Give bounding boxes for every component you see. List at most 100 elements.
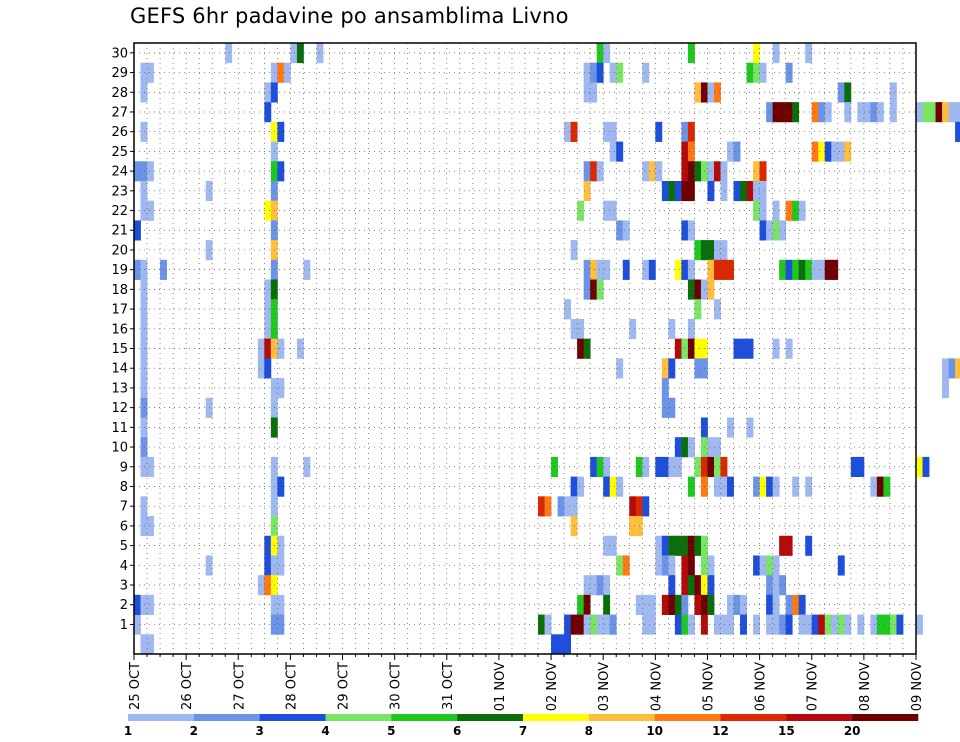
heatmap-cell <box>648 161 656 182</box>
heatmap-cell <box>603 456 611 478</box>
heatmap-cell <box>603 614 611 635</box>
heatmap-cell <box>805 259 813 280</box>
heatmap-cell <box>863 102 871 123</box>
y-tick-label: 24 <box>111 165 128 180</box>
x-tick-label: 05 NOV <box>701 662 716 711</box>
heatmap-cell <box>642 614 650 635</box>
heatmap-cells <box>134 43 960 655</box>
colorbar-swatch <box>128 714 195 721</box>
heatmap-cell <box>648 614 656 635</box>
heatmap-cell <box>687 43 695 64</box>
heatmap-cell <box>264 299 272 320</box>
colorbar-label: 20 <box>844 724 861 738</box>
heatmap-cell <box>916 102 923 123</box>
heatmap-cell <box>753 43 760 64</box>
heatmap-cell <box>140 180 148 202</box>
heatmap-cell <box>772 338 780 359</box>
y-tick-label: 8 <box>120 480 128 495</box>
heatmap-cell <box>140 259 148 280</box>
heatmap-cell <box>694 456 702 478</box>
heatmap-cell <box>674 180 682 202</box>
heatmap-cell <box>596 259 604 280</box>
heatmap-cell <box>687 141 695 162</box>
colorbar-swatch <box>523 714 590 721</box>
heatmap-cell <box>544 496 552 517</box>
heatmap-cell <box>694 279 702 300</box>
heatmap-cell <box>870 102 878 123</box>
x-tick-label: 25 OCT <box>128 662 143 710</box>
heatmap-cell <box>687 121 695 142</box>
heatmap-cell <box>147 456 154 478</box>
y-tick-label: 26 <box>111 125 128 140</box>
heatmap-cell <box>277 476 285 497</box>
y-tick-label: 16 <box>111 322 128 337</box>
x-tick-label: 08 NOV <box>858 662 873 711</box>
heatmap-cell <box>720 161 728 182</box>
chart-title: GEFS 6hr padavine po ansamblima Livno <box>130 4 569 28</box>
heatmap-cell <box>746 417 754 438</box>
heatmap-cell <box>740 338 747 359</box>
heatmap-cell <box>264 358 272 379</box>
x-axis: 25 OCT 26 OCT 27 OCT 28 OCT 29 OCT 30 OCT 31 O… <box>128 654 925 711</box>
y-tick-label: 10 <box>111 441 128 456</box>
x-tick-label: 01 NOV <box>493 662 508 711</box>
heatmap-cell <box>577 318 585 340</box>
heatmap-cell <box>655 456 663 478</box>
heatmap-cell <box>792 259 800 280</box>
heatmap-cell <box>707 575 715 596</box>
heatmap-cell <box>257 338 265 359</box>
colorbar-swatch <box>457 714 524 721</box>
heatmap-cell <box>596 43 604 64</box>
colorbar-label: 5 <box>387 724 395 738</box>
heatmap-cell <box>140 82 148 103</box>
heatmap-cell <box>811 102 819 123</box>
heatmap-cell <box>277 535 285 556</box>
heatmap-cell <box>707 456 715 478</box>
y-tick-label: 3 <box>120 579 128 594</box>
heatmap-cell <box>727 476 734 497</box>
y-tick-label: 28 <box>111 86 128 101</box>
heatmap-cell <box>733 594 741 615</box>
heatmap-cell <box>837 555 845 576</box>
heatmap-cell <box>713 82 721 103</box>
x-tick-label: 29 OCT <box>337 662 352 710</box>
x-tick-label: 02 NOV <box>545 662 560 711</box>
heatmap-cell <box>687 318 695 340</box>
heatmap-cell <box>303 259 311 280</box>
heatmap-cell <box>824 614 832 635</box>
heatmap-cell <box>538 496 545 517</box>
heatmap-cell <box>596 575 604 596</box>
heatmap-cell <box>140 397 148 418</box>
heatmap-cell <box>740 594 747 615</box>
heatmap-cell <box>746 62 754 83</box>
x-tick-label: 04 NOV <box>649 662 664 711</box>
heatmap-cell <box>609 121 617 142</box>
heatmap-cell <box>694 161 702 182</box>
heatmap-cell <box>792 476 800 497</box>
heatmap-cell <box>837 141 845 162</box>
heatmap-cell <box>590 161 598 182</box>
heatmap-cell <box>674 535 682 556</box>
heatmap-cell <box>603 575 611 596</box>
heatmap-cell <box>674 456 682 478</box>
heatmap-cell <box>609 614 617 635</box>
colorbar-swatch <box>391 714 458 721</box>
heatmap-cell <box>140 456 148 478</box>
heatmap-cell <box>590 614 598 635</box>
heatmap-cell <box>564 299 572 320</box>
heatmap-cell <box>661 594 669 615</box>
heatmap-cell <box>225 43 233 64</box>
heatmap-cell <box>844 141 852 162</box>
heatmap-cell <box>140 378 148 399</box>
colorbar-label: 3 <box>255 724 263 738</box>
heatmap-cell <box>140 594 148 615</box>
heatmap-cell <box>818 141 826 162</box>
heatmap-cell <box>596 456 604 478</box>
heatmap-cell <box>805 43 813 64</box>
heatmap-cell <box>753 180 760 202</box>
heatmap-cell <box>844 614 852 635</box>
heatmap-cell <box>759 476 767 497</box>
heatmap-cell <box>955 358 960 379</box>
heatmap-cell <box>264 318 272 340</box>
heatmap-cell <box>140 200 148 221</box>
